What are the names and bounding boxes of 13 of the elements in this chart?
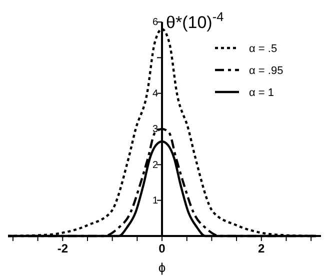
y-tick-label: 2 bbox=[152, 160, 158, 171]
legend-label: α = 1 bbox=[249, 87, 274, 99]
y-tick-label: 1 bbox=[152, 196, 158, 207]
x-tick-label: 0 bbox=[158, 242, 166, 256]
y-tick-label: 3 bbox=[152, 124, 158, 136]
x-axis-title: ϕ bbox=[158, 260, 166, 275]
legend-label: α = .5 bbox=[249, 43, 278, 55]
y-tick-label: 6 bbox=[152, 17, 158, 28]
y-axis-title: θ*(10)$^{-4}$ bbox=[166, 8, 224, 32]
legend-label: α = .95 bbox=[249, 65, 284, 77]
y-tick-label: 4 bbox=[152, 88, 158, 100]
x-tick-label: 2 bbox=[258, 242, 266, 256]
x-tick-label: -2 bbox=[57, 242, 68, 256]
